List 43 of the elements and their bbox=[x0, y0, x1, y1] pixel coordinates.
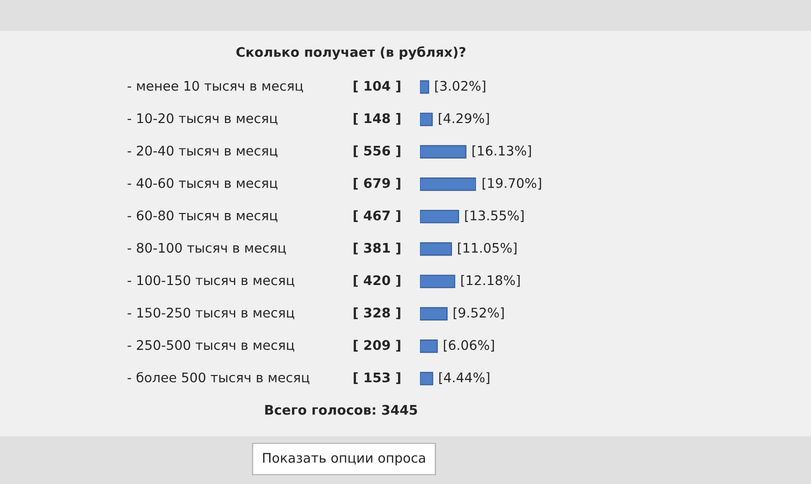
bar bbox=[420, 274, 456, 288]
annotation: [3.02%] bbox=[435, 80, 486, 92]
text: Показать опции опроса bbox=[263, 453, 425, 466]
data-label: [ 153 ] bbox=[354, 372, 400, 384]
y-tick-label: - более 500 тысяч в месяц bbox=[128, 372, 310, 384]
annotation: [4.29%] bbox=[438, 113, 489, 125]
annotation: [11.05%] bbox=[458, 242, 516, 254]
chart-title: Сколько получает (в рублях)? bbox=[236, 46, 466, 60]
annotation: [13.55%] bbox=[465, 210, 524, 222]
y-tick-label: - 80-100 тысяч в месяц bbox=[128, 242, 286, 254]
data-label: [ 467 ] bbox=[354, 210, 400, 222]
data-label: [ 148 ] bbox=[354, 113, 400, 125]
annotation: [9.52%] bbox=[454, 307, 504, 320]
text: Всего голосов: 3445 bbox=[265, 404, 418, 415]
bar bbox=[420, 145, 466, 159]
y-tick-label: - менее 10 тысяч в месяц bbox=[128, 80, 303, 92]
bar bbox=[420, 307, 448, 321]
data-label: [ 209 ] bbox=[354, 340, 400, 352]
y-tick-label: - 60-80 тысяч в месяц bbox=[128, 210, 278, 222]
data-label: [ 679 ] bbox=[354, 178, 400, 190]
data-label: [ 556 ] bbox=[354, 145, 400, 158]
y-tick-label: - 250-500 тысяч в месяц bbox=[128, 340, 294, 352]
data-label: [ 381 ] bbox=[354, 242, 400, 254]
y-tick-label: - 100-150 тысяч в месяц bbox=[128, 275, 294, 287]
y-tick-label: - 150-250 тысяч в месяц bbox=[128, 308, 294, 320]
bar bbox=[420, 339, 438, 353]
annotation: [4.44%] bbox=[439, 372, 490, 384]
bar bbox=[420, 112, 433, 126]
annotation: [16.13%] bbox=[472, 145, 531, 158]
data-label: [ 328 ] bbox=[354, 307, 400, 320]
data-label: [ 420 ] bbox=[354, 275, 400, 287]
annotation: [6.06%] bbox=[444, 340, 494, 352]
annotation: [19.70%] bbox=[482, 178, 542, 190]
bar bbox=[420, 80, 430, 94]
data-label: [ 104 ] bbox=[354, 80, 400, 92]
bar bbox=[420, 210, 460, 224]
bar bbox=[420, 177, 476, 191]
y-tick-label: - 10-20 тысяч в месяц bbox=[128, 113, 278, 125]
y-tick-label: - 20-40 тысяч в месяц bbox=[128, 146, 278, 158]
bar bbox=[420, 242, 452, 256]
annotation: [12.18%] bbox=[461, 275, 520, 287]
y-tick-label: - 40-60 тысяч в месяц bbox=[128, 178, 278, 190]
bar bbox=[420, 372, 434, 386]
